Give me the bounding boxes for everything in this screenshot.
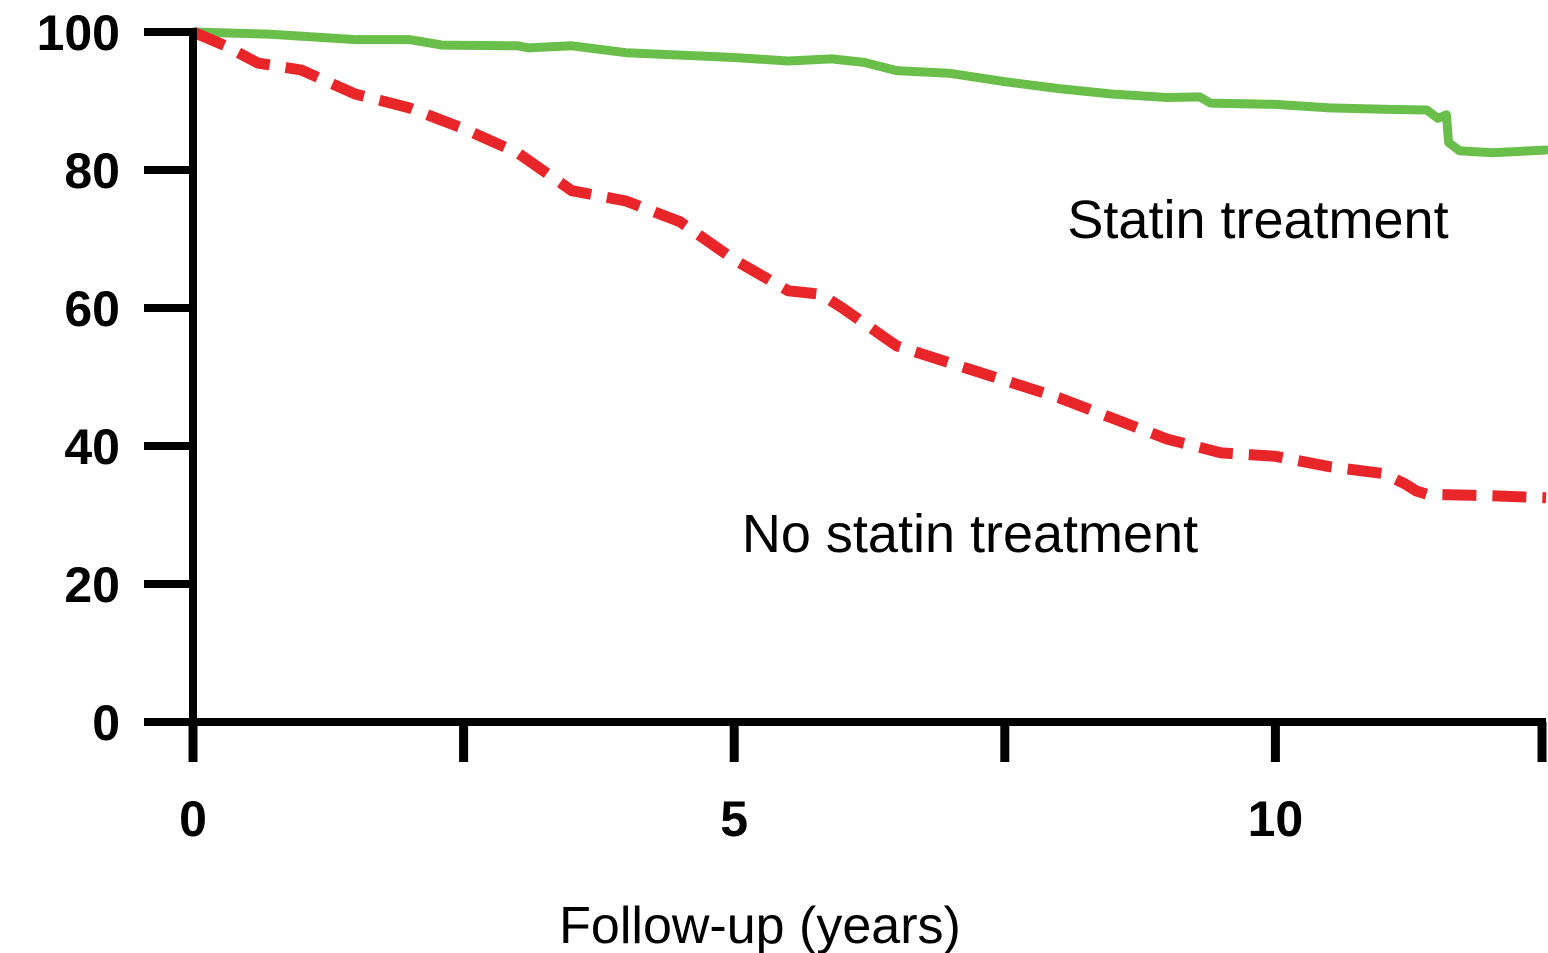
x-tick-label: 0 [179,791,207,847]
axes-layer [144,28,1547,762]
series-label-no-statin: No statin treatment [742,504,1198,564]
y-tick-label: 20 [64,557,120,613]
x-tick-label: 10 [1248,791,1304,847]
series-line-statin [188,27,1548,158]
y-tick-label: 40 [64,419,120,475]
series-label-statin: Statin treatment [1067,190,1448,250]
y-tick-label: 60 [64,281,120,337]
labels-layer: 0 20 40 60 80 100 0 5 10 [37,5,1304,847]
x-tick-label: 5 [720,791,748,847]
series-line-no-statin [190,26,1547,504]
y-tick-label: 80 [64,143,120,199]
series-layer [188,26,1548,504]
x-axis-title: Follow-up (years) [559,897,961,953]
y-tick-label: 0 [92,695,120,751]
y-tick-label: 100 [37,5,120,61]
